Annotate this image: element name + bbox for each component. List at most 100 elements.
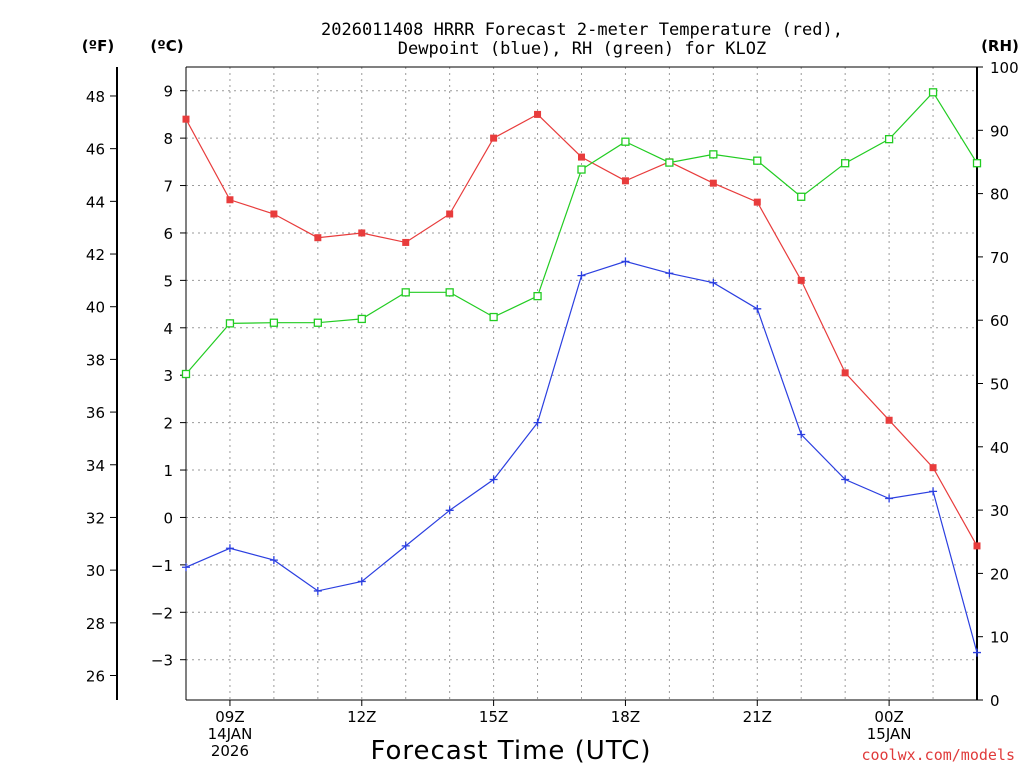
fahrenheit-tick-label: 38 (86, 351, 105, 369)
temperature-point (314, 234, 322, 242)
temperature-point (885, 416, 893, 424)
rh-point (269, 318, 279, 327)
temperature-point (841, 369, 849, 377)
rh-point (313, 318, 322, 327)
dewpoint-point (709, 278, 718, 287)
rh-point (533, 291, 542, 301)
fahrenheit-tick-label: 32 (86, 509, 105, 527)
celsius-tick-label: 9 (163, 83, 173, 101)
credit-text: coolwx.com/models (861, 746, 1015, 764)
fahrenheit-tick-label: 40 (86, 299, 105, 317)
x-tick-label: 15Z (479, 708, 508, 726)
temperature-point (182, 115, 190, 123)
rh-tick-label: 10 (990, 629, 1009, 647)
temperature-point (402, 238, 410, 246)
dewpoint-point (445, 506, 454, 515)
rh-point (357, 314, 366, 324)
dewpoint-point (489, 475, 498, 484)
temperature-point (929, 464, 937, 472)
data-series (181, 88, 982, 657)
dewpoint-point (621, 257, 630, 266)
rh-point (577, 165, 586, 174)
temperature-point (709, 179, 717, 187)
dewpoint-point (973, 648, 981, 657)
celsius-tick-label: 6 (163, 225, 173, 243)
rh-unit-label: (RH) (981, 37, 1019, 55)
rh-point (181, 369, 191, 379)
temperature-point (446, 210, 454, 218)
dewpoint-point (665, 269, 674, 278)
celsius-tick-label: 2 (163, 415, 173, 433)
dewpoint-point (401, 541, 410, 550)
rh-tick-label: 50 (990, 376, 1009, 394)
celsius-tick-label: −2 (151, 604, 173, 622)
rh-tick-label: 100 (990, 59, 1019, 77)
rh-tick-label: 70 (990, 249, 1009, 267)
fahrenheit-tick-label: 44 (86, 193, 105, 211)
chart-title-line1: 2026011408 HRRR Forecast 2-meter Tempera… (321, 20, 843, 40)
fahrenheit-unit-label: (ºF) (82, 37, 114, 55)
rh-point (709, 150, 718, 159)
fahrenheit-tick-label: 36 (86, 404, 105, 422)
x-tick-label: 00Z (874, 708, 903, 726)
axes: 262830323436384042444648−3−2−10123456789… (86, 59, 1019, 760)
grid-lines (186, 67, 977, 700)
x-axis-label: Forecast Time (UTC) (370, 736, 651, 766)
celsius-tick-label: 1 (163, 462, 173, 480)
chart-title-line2: Dewpoint (blue), RH (green) for KLOZ (398, 39, 766, 59)
rh-point (884, 135, 894, 144)
temperature-point (226, 196, 234, 204)
rh-tick-label: 0 (990, 692, 1000, 710)
dewpoint-point (797, 430, 806, 439)
dewpoint-point (841, 475, 850, 484)
dewpoint-point (313, 586, 322, 595)
rh-point (445, 288, 454, 297)
dewpoint-point (225, 544, 234, 553)
rh-tick-label: 40 (990, 439, 1009, 457)
rh-tick-label: 60 (990, 312, 1009, 330)
dewpoint-point (577, 271, 586, 280)
temperature-point (490, 134, 498, 142)
rh-point (401, 288, 410, 297)
temperature-point (621, 177, 629, 185)
rh-point (797, 192, 806, 201)
celsius-tick-label: −1 (151, 557, 173, 575)
rh-point (928, 88, 938, 97)
x-tick-label: 21Z (743, 708, 772, 726)
rh-point (841, 159, 850, 168)
rh-point (621, 137, 630, 146)
fahrenheit-tick-label: 28 (86, 615, 105, 633)
celsius-tick-label: 3 (163, 367, 173, 385)
x-tick-label: 12Z (347, 708, 376, 726)
x-tick-label: 09Z (215, 708, 244, 726)
celsius-tick-label: 4 (163, 320, 173, 338)
dewpoint-point (269, 556, 278, 565)
rh-point (753, 156, 762, 165)
fahrenheit-tick-label: 46 (86, 141, 105, 159)
rh-point (489, 312, 498, 322)
dewpoint-point (753, 304, 762, 313)
celsius-tick-label: 7 (163, 178, 173, 196)
celsius-tick-label: 0 (163, 509, 173, 527)
x-tick-label: 2026 (211, 742, 249, 760)
celsius-unit-label: (ºC) (150, 37, 183, 55)
celsius-tick-label: 8 (163, 130, 173, 148)
celsius-tick-label: 5 (163, 272, 173, 290)
dewpoint-point (357, 577, 366, 586)
rh-tick-label: 80 (990, 186, 1009, 204)
temperature-point (534, 110, 542, 118)
fahrenheit-tick-label: 30 (86, 562, 105, 580)
rh-point (665, 158, 674, 167)
temperature-point (753, 198, 761, 206)
rh-tick-label: 30 (990, 502, 1009, 520)
celsius-tick-label: −3 (151, 652, 173, 670)
rh-point (225, 319, 235, 328)
rh-point (972, 159, 982, 168)
rh-tick-label: 20 (990, 565, 1009, 583)
temperature-point (358, 229, 366, 237)
temperature-point (270, 210, 278, 218)
fahrenheit-tick-label: 48 (86, 88, 105, 106)
rh-tick-label: 90 (990, 122, 1009, 140)
temperature-point (797, 276, 805, 284)
